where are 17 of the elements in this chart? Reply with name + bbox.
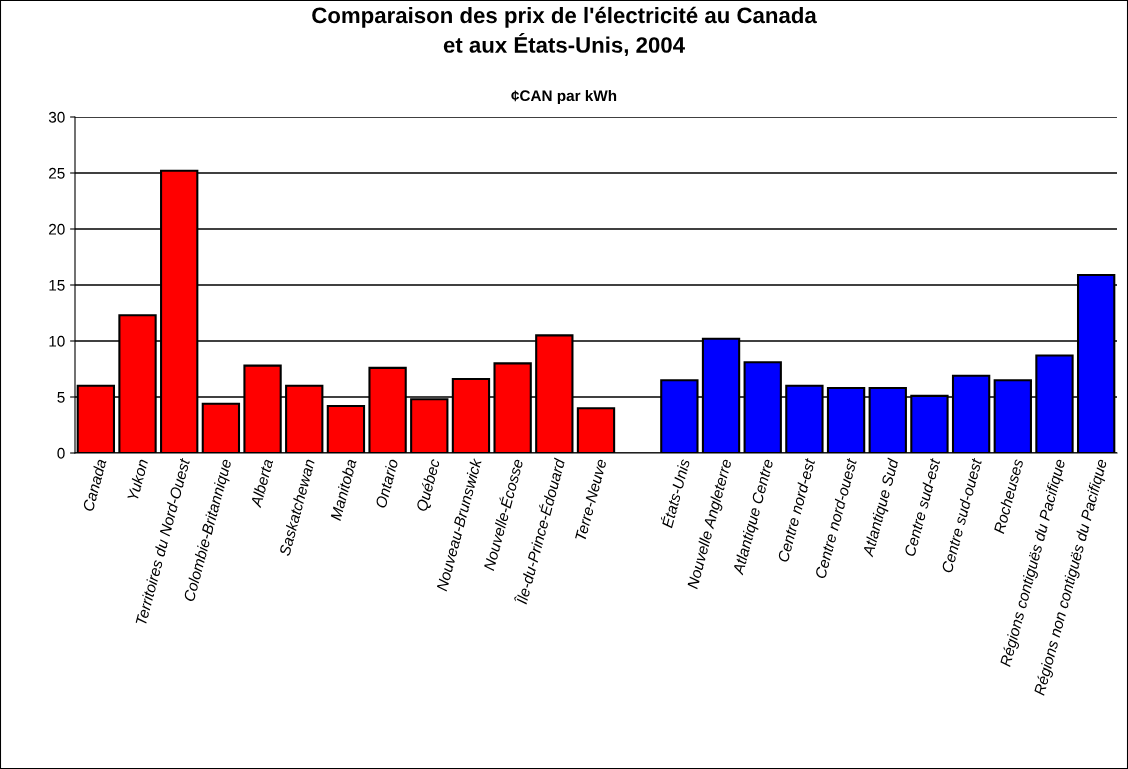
x-tick-label: Québec	[415, 457, 443, 513]
chart-subtitle: ¢CAN par kWh	[511, 89, 617, 105]
y-tick-label: 20	[49, 223, 65, 235]
y-tick-label: 10	[49, 335, 65, 347]
x-tick-label: Yukon	[126, 458, 149, 501]
y-tick-label: 30	[48, 111, 65, 123]
x-tick-label: Canada	[82, 458, 107, 512]
x-tick-label: Alberta	[249, 458, 274, 509]
x-tick-label: Centre nord-est	[777, 457, 816, 563]
y-tick-label: 5	[57, 392, 65, 403]
chart-title: Comparaison des prix de l'électricité au Canada et aux États-Unis, 2004	[312, 6, 817, 57]
x-tick-label: Ontario	[374, 458, 399, 509]
y-tick-label: 15	[49, 280, 65, 291]
x-tick-label: Centre sud-ouest	[941, 457, 983, 574]
y-tick-label: 25	[49, 167, 65, 179]
x-tick-label: Centre sud-est	[903, 457, 941, 557]
y-tick-label: 0	[57, 447, 65, 459]
